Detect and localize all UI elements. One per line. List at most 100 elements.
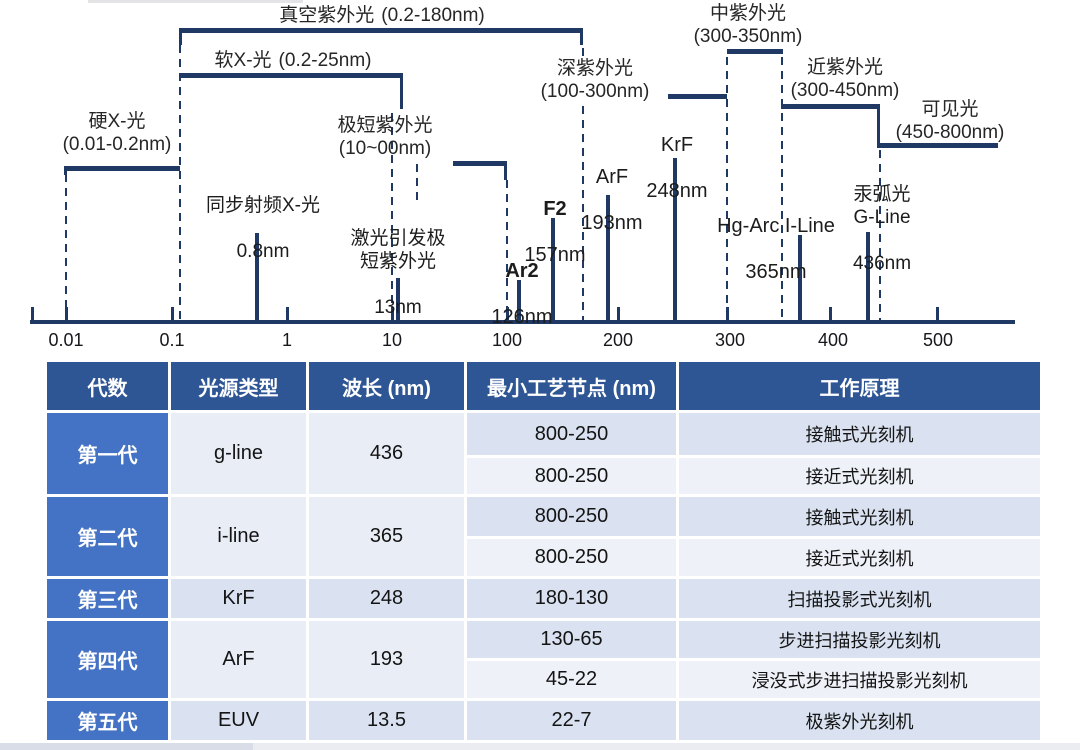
wavelength-cell: 248	[309, 579, 464, 618]
node-cell: 22-7	[467, 701, 676, 740]
source-cell: KrF	[171, 579, 306, 618]
band-name: 近紫外光	[806, 57, 883, 78]
axis-tick	[936, 307, 939, 320]
source-name: 同步射频X-光	[205, 195, 320, 216]
principle-cell: 接近式光刻机	[679, 539, 1040, 576]
source-name: 汞弧光 G-Line	[853, 184, 911, 228]
axis-label: 10	[381, 330, 403, 350]
column-header: 波长 (nm)	[309, 362, 464, 410]
dashed-guide-180nm	[582, 106, 584, 320]
source-label-g-line: 汞弧光 G-Line 436nm	[822, 160, 942, 298]
dashed-guide-350nm	[781, 57, 783, 320]
principle-cell: 步进扫描投影光刻机	[679, 621, 1040, 658]
generation-cell: 第五代	[47, 701, 168, 740]
source-name: 激光引发极 短紫外光	[350, 228, 446, 272]
column-header: 代数	[47, 362, 168, 410]
generation-cell: 第三代	[47, 579, 168, 618]
source-label-synchrotron: 同步射频X-光 0.8nm	[183, 171, 343, 286]
band-label-vacuum-uv: 真空紫外光 (0.2-180nm)	[242, 4, 522, 27]
bracket-tick	[580, 28, 583, 45]
axis-tick	[391, 307, 394, 320]
band-label-mid-uv: 中紫外光 (300-350nm)	[668, 2, 828, 48]
bracket-tick	[877, 104, 880, 148]
source-cell: i-line	[171, 497, 306, 576]
band-name: 深紫外光	[556, 58, 633, 79]
wavelength-cell: 13.5	[309, 701, 464, 740]
axis-tick	[286, 307, 289, 320]
dashed-guide-180nm	[582, 48, 584, 58]
source-wavelength: 157nm	[524, 244, 586, 266]
line-13nm	[396, 278, 400, 322]
axis-label: 1	[281, 330, 292, 350]
wavelength-cell: 365	[309, 497, 464, 576]
source-cell: EUV	[171, 701, 306, 740]
column-header: 工作原理	[679, 362, 1040, 410]
line-365nm	[798, 235, 802, 322]
source-label-laser-euv: 激光引发极 短紫外光 13nm	[343, 204, 453, 342]
axis-label: 400	[817, 330, 849, 350]
source-cell: ArF	[171, 621, 306, 698]
source-name: Hg-Arc I-Line	[717, 215, 835, 237]
source-cell: g-line	[171, 413, 306, 494]
dashed-guide-300nm	[726, 57, 728, 320]
column-header: 最小工艺节点 (nm)	[467, 362, 676, 410]
dashed-guide-0.01nm	[65, 174, 67, 320]
bottom-strip	[0, 743, 1080, 750]
axis-tick	[171, 307, 174, 320]
node-cell: 45-22	[467, 661, 676, 698]
dashed-guide-10nm	[391, 113, 393, 320]
line-248nm	[673, 158, 677, 322]
band-name: 真空紫外光	[279, 5, 375, 26]
dashed-guide-25nm	[416, 164, 418, 206]
band-label-deep-uv: 深紫外光 (100-300nm)	[515, 57, 675, 103]
bracket-tick	[504, 161, 507, 180]
source-wavelength: 126nm	[491, 306, 553, 328]
band-bar-hard-xray	[64, 166, 180, 171]
bracket-tick	[179, 28, 182, 45]
principle-cell: 扫描投影式光刻机	[679, 579, 1040, 618]
wavelength-cell: 193	[309, 621, 464, 698]
band-range: (0.01-0.2nm)	[62, 134, 172, 155]
x-axis	[30, 320, 1015, 324]
band-label-soft-xray: 软X-光 (0.2-25nm)	[173, 49, 413, 72]
band-bar-visible	[878, 143, 998, 148]
generation-cell: 第二代	[47, 497, 168, 576]
line-436nm	[866, 232, 870, 322]
axis-label: 300	[714, 330, 746, 350]
band-range: (0.2-180nm)	[381, 5, 485, 26]
source-name: ArF	[595, 166, 629, 188]
axis-label: 500	[922, 330, 954, 350]
band-label-hard-xray: 硬X-光 (0.01-0.2nm)	[37, 110, 197, 156]
generation-cell: 第一代	[47, 413, 168, 494]
principle-cell: 接近式光刻机	[679, 458, 1040, 494]
line-0.8nm	[255, 233, 259, 322]
line-126nm	[517, 280, 521, 322]
node-cell: 800-250	[467, 539, 676, 576]
axis-label: 0.1	[159, 330, 185, 350]
axis-label: 200	[602, 330, 634, 350]
source-label-krf: KrF 248nm	[617, 111, 737, 226]
source-wavelength: 436nm	[852, 253, 912, 274]
source-name: F2	[543, 198, 567, 220]
band-range: (100-300nm)	[540, 81, 650, 102]
source-wavelength: 0.8nm	[236, 241, 290, 262]
band-label-visible: 可见光 (450-800nm)	[870, 98, 1030, 144]
line-193nm	[606, 195, 610, 322]
dashed-guide-450nm	[879, 150, 881, 320]
band-range: (300-350nm)	[693, 26, 803, 47]
axis-tick	[65, 307, 68, 320]
source-label-hg-i-line: Hg-Arc I-Line 365nm	[686, 192, 866, 307]
node-cell: 800-250	[467, 458, 676, 494]
axis-tick	[829, 307, 832, 320]
axis-tick	[31, 307, 34, 320]
bottom-strip-left	[0, 743, 253, 750]
source-wavelength: 365nm	[745, 261, 807, 283]
generation-cell: 第四代	[47, 621, 168, 698]
source-name: KrF	[660, 134, 694, 156]
node-cell: 800-250	[467, 497, 676, 536]
band-bar-soft-xray	[179, 73, 403, 78]
band-bar-extreme-uv	[453, 161, 507, 166]
source-label-ar2: Ar2 126nm	[462, 237, 582, 352]
node-cell: 130-65	[467, 621, 676, 658]
source-wavelength: 13nm	[374, 297, 422, 318]
